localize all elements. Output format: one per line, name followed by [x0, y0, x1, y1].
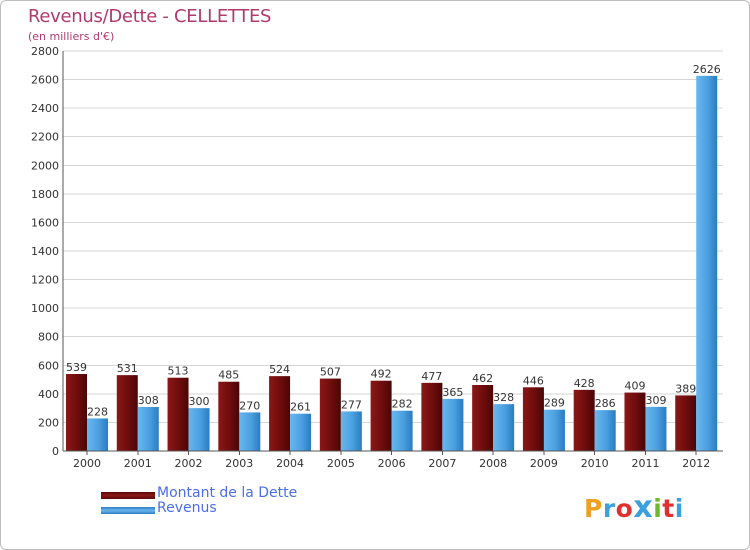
- logo-letter: r: [602, 494, 616, 523]
- data-label-revenus: 270: [239, 399, 260, 412]
- logo-letter: P: [584, 494, 603, 523]
- logo-letter: i: [674, 494, 684, 523]
- legend-swatch-debt: [101, 492, 155, 499]
- data-label-revenus: 277: [341, 398, 362, 411]
- y-tick-label: 600: [38, 359, 59, 372]
- bar-debt: [370, 380, 392, 451]
- y-tick-label: 0: [52, 445, 59, 458]
- bar-revenus: [137, 407, 159, 451]
- bar-debt: [675, 395, 697, 451]
- x-tick-label: 2007: [428, 457, 456, 470]
- bar-debt: [66, 374, 87, 451]
- bar-debt: [167, 377, 189, 451]
- x-tick-label: 2005: [327, 457, 355, 470]
- logo-letter: t: [662, 494, 675, 523]
- legend-label-revenus: Revenus: [157, 500, 217, 516]
- data-label-debt: 477: [421, 370, 442, 383]
- bar-revenus: [340, 411, 362, 451]
- data-label-revenus: 289: [544, 397, 565, 410]
- x-tick-label: 2009: [530, 457, 558, 470]
- data-label-revenus: 2626: [693, 63, 721, 76]
- data-label-revenus: 228: [87, 405, 108, 418]
- bar-debt: [573, 389, 595, 451]
- y-tick-label: 2000: [31, 159, 59, 172]
- bar-revenus: [696, 75, 718, 451]
- data-label-revenus: 300: [189, 395, 210, 408]
- data-label-revenus: 261: [290, 401, 311, 414]
- x-tick-label: 2010: [581, 457, 609, 470]
- bar-debt: [421, 382, 443, 451]
- data-label-debt: 507: [320, 366, 341, 379]
- data-label-revenus: 282: [392, 398, 413, 411]
- bar-debt: [319, 378, 341, 451]
- y-tick-label: 400: [38, 388, 59, 401]
- y-tick-label: 1600: [31, 216, 59, 229]
- data-label-debt: 446: [523, 374, 544, 387]
- data-label-debt: 513: [168, 365, 189, 378]
- data-label-revenus: 328: [493, 391, 514, 404]
- logo-letter: o: [615, 494, 634, 523]
- bar-debt: [218, 381, 240, 451]
- x-tick-label: 2001: [124, 457, 152, 470]
- logo-letter: i: [653, 494, 663, 523]
- chart-subtitle: (en milliers d'€): [28, 30, 115, 43]
- data-label-revenus: 309: [645, 394, 666, 407]
- bar-revenus: [543, 409, 565, 451]
- bar-debt: [269, 376, 291, 451]
- bar-debt: [624, 392, 646, 451]
- proxiti-logo: Proxiti: [584, 490, 684, 525]
- data-label-debt: 531: [117, 362, 138, 375]
- y-tick-label: 1000: [31, 302, 59, 315]
- data-label-debt: 492: [371, 368, 392, 381]
- y-tick-label: 1200: [31, 274, 59, 287]
- bar-revenus: [645, 406, 667, 451]
- data-label-debt: 462: [472, 372, 493, 385]
- bar-debt: [472, 385, 494, 451]
- x-tick-label: 2002: [175, 457, 203, 470]
- bar-revenus: [290, 413, 312, 451]
- bar-revenus: [188, 408, 210, 451]
- x-tick-label: 2011: [631, 457, 659, 470]
- data-label-revenus: 286: [595, 397, 616, 410]
- y-tick-label: 1800: [31, 188, 59, 201]
- x-tick-label: 2004: [276, 457, 304, 470]
- bar-revenus: [442, 398, 464, 451]
- data-label-debt: 524: [269, 363, 290, 376]
- legend-swatch-revenus: [101, 507, 155, 514]
- logo-letter: x: [633, 490, 654, 525]
- bar-debt: [522, 387, 544, 451]
- y-tick-label: 200: [38, 416, 59, 429]
- data-label-debt: 539: [66, 361, 87, 374]
- y-tick-label: 2800: [31, 45, 59, 58]
- bar-debt: [116, 375, 138, 451]
- y-tick-label: 1400: [31, 245, 59, 258]
- bar-revenus: [594, 410, 616, 451]
- y-tick-label: 2600: [31, 74, 59, 87]
- bar-revenus: [239, 412, 261, 451]
- y-tick-label: 2400: [31, 102, 59, 115]
- data-label-debt: 409: [624, 380, 645, 393]
- y-tick-label: 2200: [31, 131, 59, 144]
- y-tick-label: 800: [38, 331, 59, 344]
- data-label-debt: 428: [574, 377, 595, 390]
- bar-revenus: [87, 418, 108, 451]
- x-tick-label: 2000: [73, 457, 101, 470]
- x-tick-label: 2003: [225, 457, 253, 470]
- data-label-revenus: 308: [138, 394, 159, 407]
- legend-label-debt: Montant de la Dette: [157, 485, 298, 501]
- chart-title: Revenus/Dette - CELLETTES: [28, 6, 272, 27]
- x-tick-label: 2008: [479, 457, 507, 470]
- bar-revenus: [493, 404, 515, 451]
- x-tick-label: 2012: [682, 457, 710, 470]
- data-label-debt: 485: [218, 369, 239, 382]
- x-tick-label: 2006: [378, 457, 406, 470]
- data-label-debt: 389: [675, 382, 696, 395]
- data-label-revenus: 365: [442, 386, 463, 399]
- bar-revenus: [391, 410, 413, 451]
